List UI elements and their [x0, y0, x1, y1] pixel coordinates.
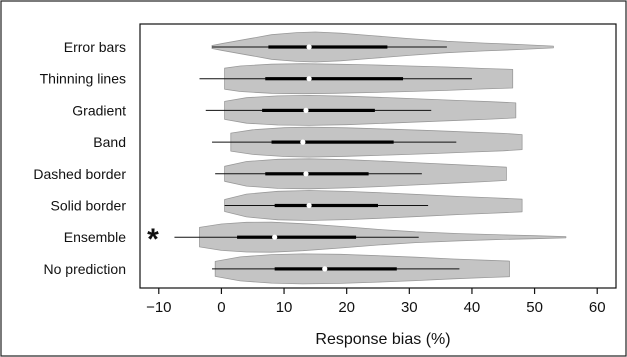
category-label-thinning-lines: Thinning lines — [40, 71, 126, 87]
x-tick-label: 20 — [338, 299, 355, 316]
category-label-solid-border: Solid border — [51, 198, 127, 214]
ensemble-significance-marker: * — [147, 223, 159, 256]
median-point-ensemble — [272, 234, 278, 240]
iqr-box-no-prediction — [274, 267, 397, 271]
x-axis: −10 0 10 20 30 40 50 60 — [146, 288, 606, 316]
iqr-box-ensemble — [237, 235, 357, 239]
category-labels: Error bars Thinning lines Gradient Band Dash… — [33, 39, 126, 277]
x-tick-label: 60 — [589, 299, 606, 316]
x-tick-label: 40 — [464, 299, 481, 316]
x-tick-label: 0 — [217, 299, 225, 316]
iqr-box-band — [271, 140, 394, 144]
median-point-dashed-border — [303, 171, 309, 177]
median-point-error-bars — [306, 44, 312, 50]
iqr-box-gradient — [262, 108, 375, 112]
x-axis-label: Response bias (%) — [315, 331, 450, 348]
x-tick-label: 50 — [526, 299, 543, 316]
category-label-error-bars: Error bars — [64, 39, 126, 55]
median-point-solid-border — [306, 202, 312, 209]
category-label-no-prediction: No prediction — [44, 261, 127, 277]
x-tick-label: 30 — [401, 299, 418, 316]
iqr-box-solid-border — [274, 203, 378, 208]
median-point-no-prediction — [322, 266, 328, 272]
category-label-band: Band — [93, 134, 126, 150]
iqr-box-error-bars — [268, 45, 388, 49]
iqr-box-dashed-border — [265, 172, 369, 176]
category-label-gradient: Gradient — [72, 102, 126, 118]
median-point-thinning-lines — [306, 76, 312, 82]
iqr-box-thinning-lines — [265, 77, 404, 81]
x-tick-label: 10 — [276, 299, 293, 316]
violins-layer — [174, 31, 567, 285]
plot-frame — [139, 23, 617, 289]
x-tick-label: −10 — [146, 299, 171, 316]
median-point-gradient — [303, 107, 309, 113]
category-label-ensemble: Ensemble — [64, 229, 126, 245]
category-label-dashed-border: Dashed border — [33, 166, 126, 182]
median-point-band — [300, 139, 306, 145]
